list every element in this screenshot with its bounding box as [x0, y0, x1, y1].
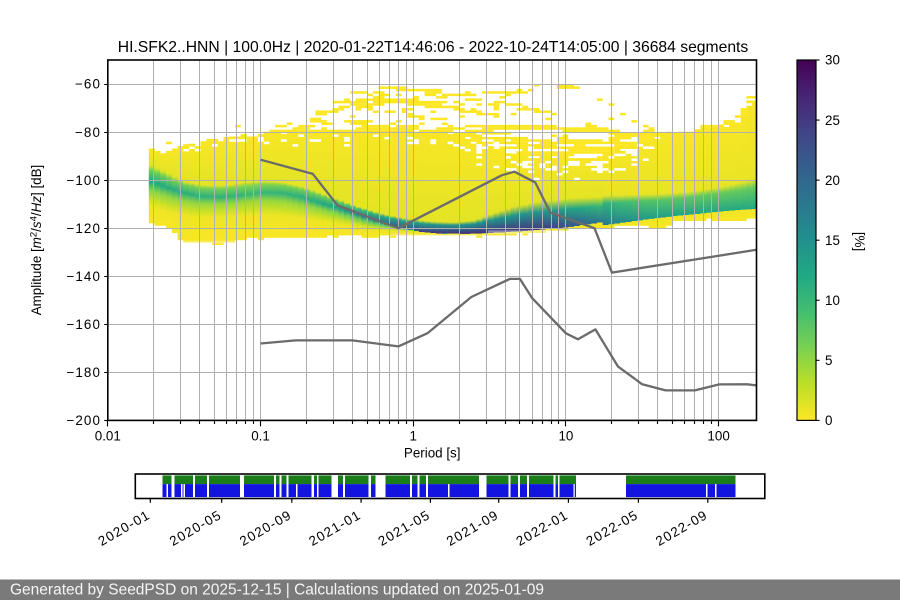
svg-text:−60: −60	[75, 77, 101, 92]
svg-text:10: 10	[825, 293, 840, 308]
svg-text:1: 1	[409, 429, 416, 444]
svg-text:−80: −80	[75, 125, 101, 140]
svg-text:−140: −140	[66, 269, 101, 284]
svg-text:HI.SFK2..HNN | 100.0Hz | 2020-: HI.SFK2..HNN | 100.0Hz | 2020-01-22T14:4…	[118, 39, 749, 56]
svg-text:20: 20	[825, 173, 840, 188]
svg-text:−200: −200	[66, 413, 101, 428]
svg-text:[%]: [%]	[852, 232, 867, 251]
svg-text:10: 10	[558, 429, 573, 444]
svg-text:Period [s]: Period [s]	[404, 446, 461, 461]
svg-text:15: 15	[825, 233, 840, 248]
svg-text:30: 30	[825, 53, 840, 68]
svg-text:−120: −120	[66, 221, 101, 236]
svg-text:Generated by SeedPSD on 2025-1: Generated by SeedPSD on 2025-12-15 | Cal…	[10, 582, 544, 599]
svg-text:−100: −100	[66, 173, 101, 188]
svg-text:100: 100	[707, 429, 729, 444]
svg-text:0.01: 0.01	[95, 429, 121, 444]
svg-text:Amplitude [m2/s4/Hz] [dB]: Amplitude [m2/s4/Hz] [dB]	[29, 165, 45, 316]
svg-text:0: 0	[825, 413, 832, 428]
svg-text:25: 25	[825, 113, 840, 128]
svg-text:5: 5	[825, 353, 832, 368]
svg-text:−180: −180	[66, 365, 101, 380]
svg-text:−160: −160	[66, 317, 101, 332]
svg-text:0.1: 0.1	[251, 429, 270, 444]
